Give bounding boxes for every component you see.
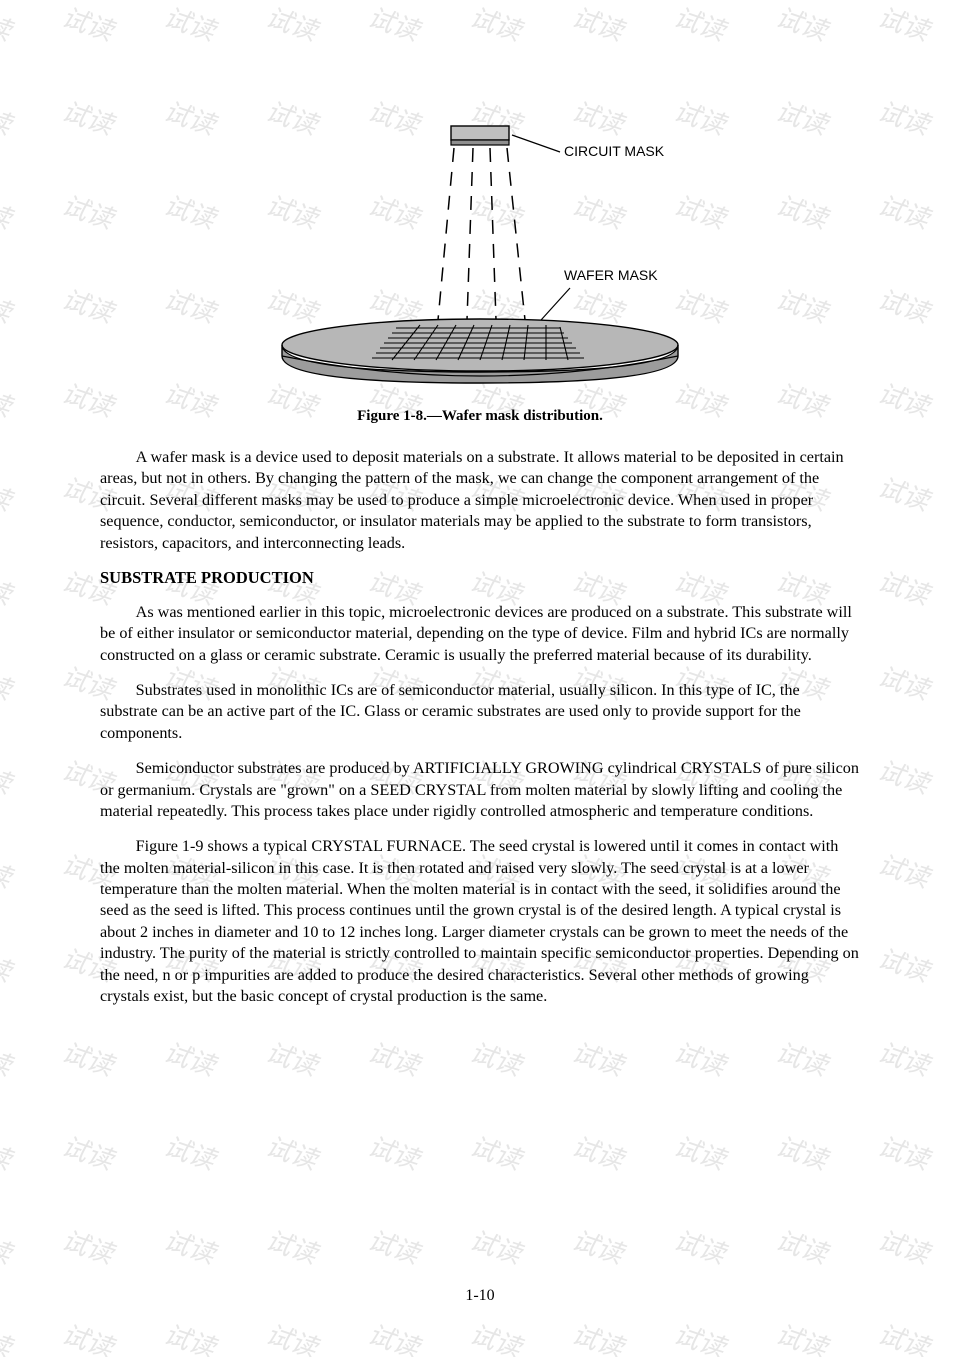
page-number: 1-10 — [0, 1287, 960, 1305]
page-content: CIRCUIT MASK WAFER MASK — [0, 0, 960, 1357]
paragraph-5: Figure 1-9 shows a typical CRYSTAL FURNA… — [100, 836, 860, 1007]
label-wafer-mask: WAFER MASK — [564, 267, 658, 283]
wafer-mask-diagram: CIRCUIT MASK WAFER MASK — [220, 120, 740, 395]
figure-1-8: CIRCUIT MASK WAFER MASK — [100, 120, 860, 425]
paragraph-2: As was mentioned earlier in this topic, … — [100, 602, 860, 666]
paragraph-4: Semiconductor substrates are produced by… — [100, 758, 860, 822]
section-heading-substrate: SUBSTRATE PRODUCTION — [100, 568, 860, 588]
label-circuit-mask: CIRCUIT MASK — [564, 143, 665, 159]
paragraph-3: Substrates used in monolithic ICs are of… — [100, 680, 860, 744]
paragraph-1: A wafer mask is a device used to deposit… — [100, 447, 860, 554]
figure-caption: Figure 1-8.—Wafer mask distribution. — [100, 408, 860, 425]
